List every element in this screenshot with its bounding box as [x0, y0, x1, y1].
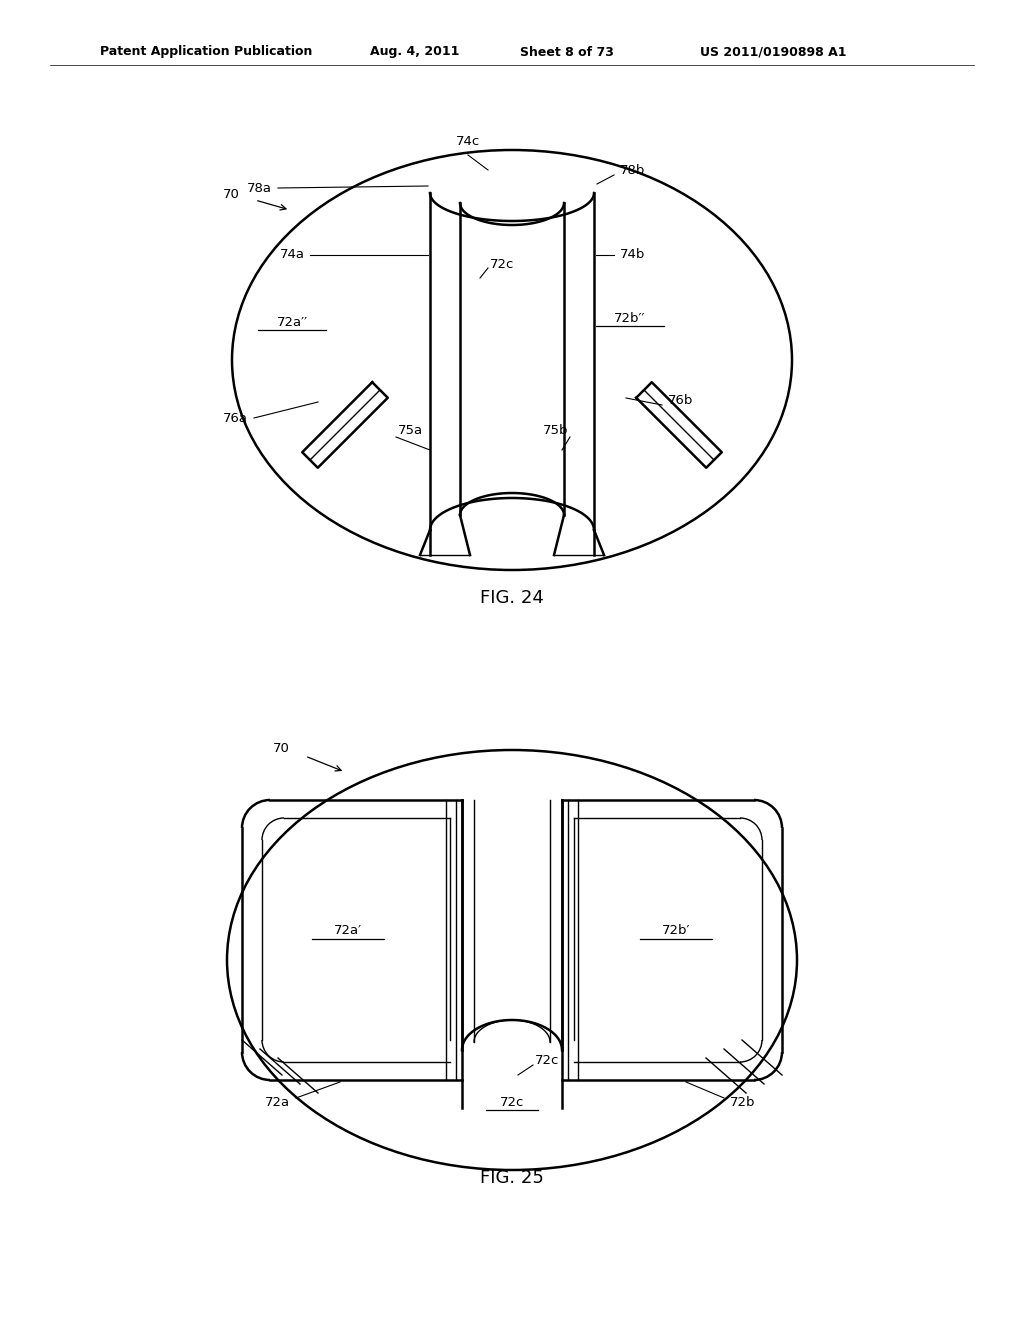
Text: 70: 70 [273, 742, 290, 755]
Text: Sheet 8 of 73: Sheet 8 of 73 [520, 45, 613, 58]
Text: 72a′: 72a′ [334, 924, 362, 936]
Text: 75b: 75b [543, 424, 568, 437]
Text: 72a: 72a [265, 1096, 290, 1109]
Text: 78b: 78b [620, 164, 645, 177]
Text: Patent Application Publication: Patent Application Publication [100, 45, 312, 58]
Text: FIG. 24: FIG. 24 [480, 589, 544, 607]
Text: 72b: 72b [730, 1096, 756, 1109]
Text: 72c: 72c [490, 259, 514, 272]
Text: 72b′: 72b′ [662, 924, 690, 936]
Text: 74a: 74a [280, 248, 305, 261]
Text: 70: 70 [223, 189, 240, 202]
Text: 72a′′: 72a′′ [276, 315, 307, 329]
Text: 74c: 74c [456, 135, 480, 148]
Text: 78a: 78a [247, 181, 272, 194]
Text: FIG. 25: FIG. 25 [480, 1170, 544, 1187]
Text: 74b: 74b [620, 248, 645, 261]
Text: 75a: 75a [398, 424, 423, 437]
Text: 76a: 76a [223, 412, 248, 425]
Text: 72c: 72c [535, 1053, 559, 1067]
Text: 76b: 76b [668, 393, 693, 407]
Text: 72c: 72c [500, 1096, 524, 1109]
Text: US 2011/0190898 A1: US 2011/0190898 A1 [700, 45, 847, 58]
Text: Aug. 4, 2011: Aug. 4, 2011 [370, 45, 460, 58]
Text: 72b′′: 72b′′ [614, 312, 646, 325]
